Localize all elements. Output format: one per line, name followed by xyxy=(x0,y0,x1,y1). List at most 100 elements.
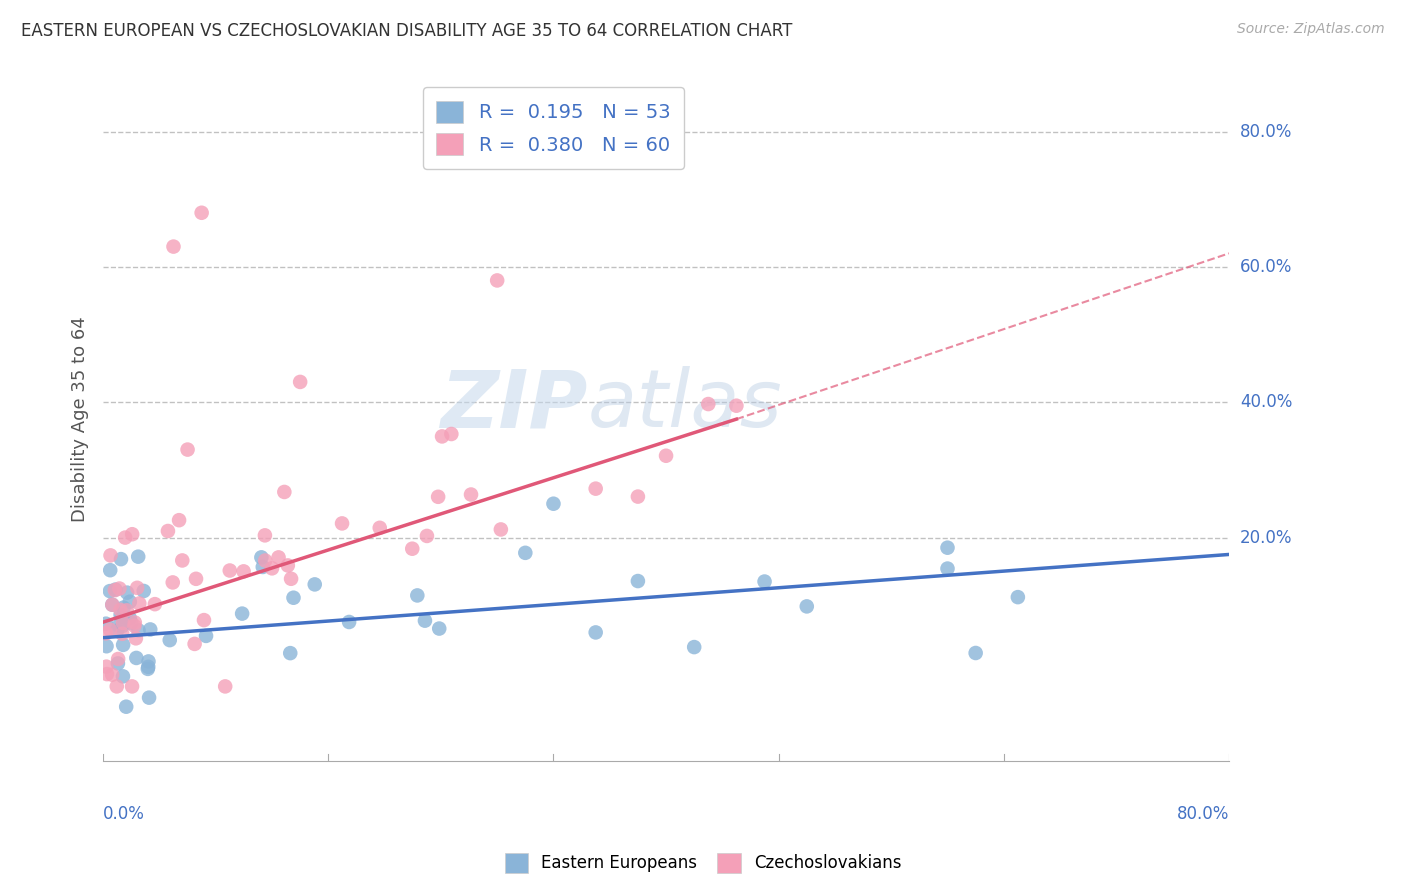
Point xyxy=(121,527,143,541)
Point xyxy=(107,657,129,671)
Point xyxy=(1007,590,1029,604)
Point xyxy=(214,680,236,694)
Point xyxy=(543,497,565,511)
Point xyxy=(277,558,299,573)
Point xyxy=(190,206,212,220)
Point xyxy=(183,637,205,651)
Point xyxy=(104,583,127,598)
Point xyxy=(280,572,302,586)
Point xyxy=(253,528,276,542)
Point xyxy=(139,623,162,637)
Point xyxy=(254,553,277,567)
Point xyxy=(124,615,146,630)
Legend: Eastern Europeans, Czechoslovakians: Eastern Europeans, Czechoslovakians xyxy=(498,847,908,880)
Point xyxy=(112,638,135,652)
Point xyxy=(427,490,450,504)
Point xyxy=(111,619,134,633)
Point xyxy=(101,667,124,681)
Point xyxy=(796,599,818,614)
Point xyxy=(125,632,148,646)
Point xyxy=(94,616,117,631)
Point xyxy=(118,611,141,625)
Point xyxy=(127,581,149,595)
Text: 40.0%: 40.0% xyxy=(1240,393,1292,411)
Point xyxy=(115,603,138,617)
Point xyxy=(232,565,254,579)
Point xyxy=(231,607,253,621)
Point xyxy=(401,541,423,556)
Point xyxy=(486,273,509,287)
Point xyxy=(127,549,149,564)
Point xyxy=(111,627,134,641)
Text: Source: ZipAtlas.com: Source: ZipAtlas.com xyxy=(1237,22,1385,37)
Point xyxy=(104,582,127,597)
Point xyxy=(110,607,132,622)
Point xyxy=(132,584,155,599)
Point xyxy=(368,521,391,535)
Point xyxy=(725,399,748,413)
Point xyxy=(250,550,273,565)
Point xyxy=(218,564,240,578)
Point xyxy=(655,449,678,463)
Point xyxy=(107,652,129,666)
Point xyxy=(96,667,118,681)
Point xyxy=(156,524,179,538)
Point xyxy=(430,429,453,443)
Text: 80.0%: 80.0% xyxy=(1240,122,1292,141)
Point xyxy=(111,669,134,683)
Text: 0.0%: 0.0% xyxy=(103,805,145,823)
Point xyxy=(337,615,360,629)
Point xyxy=(413,614,436,628)
Point xyxy=(94,626,117,640)
Text: atlas: atlas xyxy=(588,367,782,444)
Point xyxy=(585,482,607,496)
Point xyxy=(489,523,512,537)
Point xyxy=(120,615,142,630)
Point xyxy=(167,513,190,527)
Point xyxy=(406,589,429,603)
Point xyxy=(304,577,326,591)
Point xyxy=(114,531,136,545)
Point xyxy=(754,574,776,589)
Legend: R =  0.195   N = 53, R =  0.380   N = 60: R = 0.195 N = 53, R = 0.380 N = 60 xyxy=(423,87,685,169)
Point xyxy=(100,549,122,563)
Point xyxy=(267,550,290,565)
Point xyxy=(96,659,118,673)
Point xyxy=(101,598,124,612)
Point xyxy=(515,546,537,560)
Point xyxy=(936,541,959,555)
Point xyxy=(124,619,146,633)
Point xyxy=(108,619,131,633)
Point xyxy=(112,600,135,615)
Point xyxy=(105,624,128,638)
Point xyxy=(193,613,215,627)
Point xyxy=(138,690,160,705)
Point xyxy=(128,624,150,638)
Point xyxy=(115,699,138,714)
Point xyxy=(172,553,194,567)
Point xyxy=(697,397,720,411)
Point xyxy=(627,490,650,504)
Text: EASTERN EUROPEAN VS CZECHOSLOVAKIAN DISABILITY AGE 35 TO 64 CORRELATION CHART: EASTERN EUROPEAN VS CZECHOSLOVAKIAN DISA… xyxy=(21,22,793,40)
Point xyxy=(288,375,311,389)
Point xyxy=(118,595,141,609)
Point xyxy=(278,646,301,660)
Point xyxy=(159,633,181,648)
Point xyxy=(965,646,987,660)
Point xyxy=(143,597,166,611)
Point xyxy=(176,442,198,457)
Point xyxy=(108,582,131,596)
Text: 60.0%: 60.0% xyxy=(1240,258,1292,276)
Point xyxy=(252,560,274,574)
Point xyxy=(98,623,121,637)
Point xyxy=(110,603,132,617)
Point xyxy=(416,529,439,543)
Point xyxy=(162,575,184,590)
Point xyxy=(195,629,218,643)
Point xyxy=(162,239,184,253)
Point xyxy=(683,640,706,654)
Point xyxy=(273,485,295,500)
Point xyxy=(936,561,959,575)
Text: 20.0%: 20.0% xyxy=(1240,529,1292,547)
Point xyxy=(283,591,305,605)
